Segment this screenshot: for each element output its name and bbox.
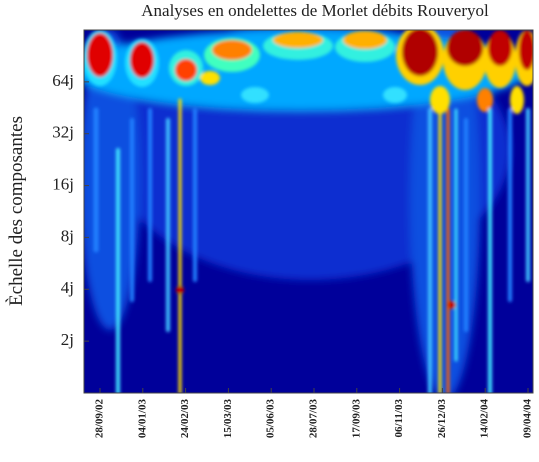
x-tick-label: 04/01/03 bbox=[136, 399, 148, 439]
scalogram bbox=[84, 30, 533, 393]
field-hotspot bbox=[176, 286, 184, 294]
field-blob bbox=[383, 87, 407, 103]
x-tick-label: 14/02/04 bbox=[479, 399, 491, 439]
field-blob bbox=[241, 87, 269, 103]
y-axis-label: Èchelle des composantes bbox=[5, 116, 27, 306]
x-tick-label: 05/06/03 bbox=[265, 399, 277, 439]
y-tick-label: 16j bbox=[52, 174, 74, 193]
field-blob bbox=[343, 31, 387, 49]
heatmap-field bbox=[84, 30, 533, 393]
field-blob bbox=[130, 42, 154, 78]
field-blob bbox=[447, 30, 483, 66]
y-tick-label: 2j bbox=[61, 330, 74, 349]
y-tick-label: 32j bbox=[52, 123, 74, 142]
field-blob bbox=[87, 33, 113, 77]
x-tick-label: 28/07/03 bbox=[308, 399, 320, 439]
field-blob bbox=[519, 30, 533, 70]
field-blob bbox=[477, 88, 493, 112]
field-blob bbox=[212, 40, 252, 60]
chart-title: Analyses en ondelettes de Morlet débits … bbox=[141, 1, 489, 20]
field-blob bbox=[175, 59, 197, 81]
x-tick-label: 26/12/03 bbox=[436, 399, 448, 439]
field-region bbox=[84, 30, 140, 330]
field-hotspot bbox=[448, 301, 456, 309]
field-blob bbox=[510, 86, 524, 114]
x-tick-label: 15/03/03 bbox=[222, 399, 234, 439]
field-region bbox=[410, 30, 480, 393]
field-blob bbox=[402, 30, 438, 76]
field-blob bbox=[488, 30, 512, 66]
x-tick-label: 06/11/03 bbox=[393, 399, 405, 438]
field-blob bbox=[200, 71, 220, 85]
y-tick-label: 64j bbox=[52, 71, 74, 90]
x-tick-label: 28/09/02 bbox=[94, 399, 106, 439]
plot-frame bbox=[83, 29, 534, 394]
x-tick-label: 17/09/03 bbox=[350, 399, 362, 439]
y-tick-label: 4j bbox=[61, 278, 74, 297]
x-tick-label: 24/02/03 bbox=[179, 399, 191, 439]
x-tick-label: 09/04/04 bbox=[522, 399, 534, 439]
field-blobs bbox=[84, 30, 533, 393]
field-blob bbox=[273, 32, 323, 48]
y-tick-label: 8j bbox=[61, 226, 74, 245]
